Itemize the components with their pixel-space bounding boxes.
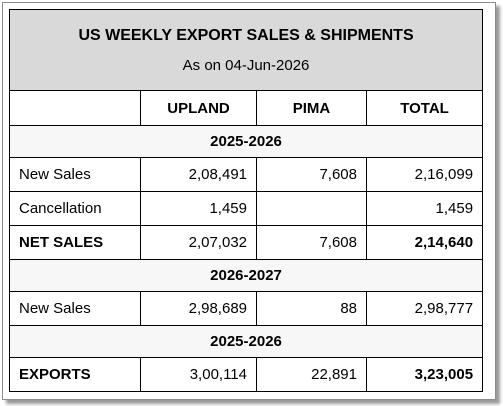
section-label: 2025-2026 <box>8 125 484 158</box>
title: US WEEKLY EXPORT SALES & SHIPMENTS <box>78 26 414 44</box>
cell: 2,07,032 <box>140 225 257 260</box>
cell: 3,00,114 <box>140 357 257 392</box>
row-label: New Sales <box>9 291 141 326</box>
cell: 2,98,777 <box>365 291 484 326</box>
cell: 1,459 <box>140 191 257 226</box>
cell: 2,14,640 <box>365 225 484 260</box>
cell: 1,459 <box>365 191 484 226</box>
cell: 22,891 <box>256 357 367 392</box>
title-cell: US WEEKLY EXPORT SALES & SHIPMENTS As on… <box>8 9 484 91</box>
column-header: UPLAND <box>140 90 257 126</box>
cell: 88 <box>256 291 367 326</box>
cell: 2,16,099 <box>365 157 484 192</box>
row-label: Cancellation <box>9 191 141 226</box>
column-header: TOTAL <box>365 90 484 126</box>
cell: 7,608 <box>256 225 367 260</box>
cell: 7,608 <box>256 157 367 192</box>
section-label: 2026-2027 <box>8 259 484 292</box>
column-header: PIMA <box>256 90 367 126</box>
section-label: 2025-2026 <box>8 325 484 358</box>
corner-cell <box>9 90 141 126</box>
row-label: NET SALES <box>9 225 141 260</box>
export-table: US WEEKLY EXPORT SALES & SHIPMENTS As on… <box>8 9 484 392</box>
subtitle: As on 04-Jun-2026 <box>182 56 310 74</box>
cell: 3,23,005 <box>365 357 484 392</box>
cell <box>256 191 367 226</box>
row-label: EXPORTS <box>9 357 141 392</box>
row-label: New Sales <box>9 157 141 192</box>
cell: 2,98,689 <box>140 291 257 326</box>
cell: 2,08,491 <box>140 157 257 192</box>
